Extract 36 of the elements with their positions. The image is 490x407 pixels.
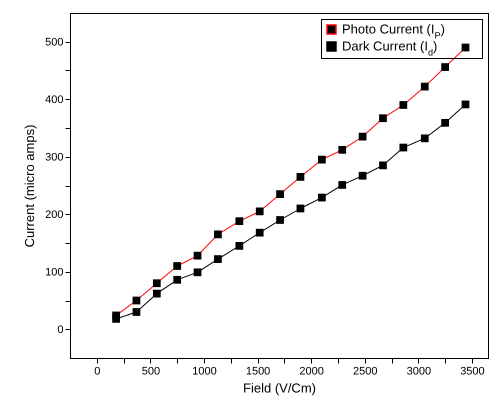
point <box>112 315 120 323</box>
x-axis-title: Field (V/Cm) <box>243 380 316 396</box>
point <box>296 204 304 212</box>
point <box>338 181 346 189</box>
point <box>214 255 222 263</box>
point <box>318 194 326 202</box>
point <box>194 268 202 276</box>
y-tick-label: 400 <box>45 94 64 106</box>
x-tick-label: 0 <box>94 366 100 378</box>
point <box>462 100 470 108</box>
x-tick-label: 1000 <box>192 366 217 378</box>
x-tick-label: 2500 <box>353 366 378 378</box>
x-tick-label: 2000 <box>299 366 324 378</box>
point <box>358 172 366 180</box>
y-axis-title: Current (micro amps) <box>22 124 38 248</box>
point <box>441 118 449 127</box>
x-tick-label: 1500 <box>246 366 270 378</box>
point <box>235 242 244 250</box>
legend-label: Photo Current (I$_{P}$) <box>342 22 445 40</box>
x-tick-label: 500 <box>142 366 160 378</box>
y-tick-label: 100 <box>45 266 64 278</box>
legend-label: Dark Current (I$_{d}$) <box>342 38 438 58</box>
point <box>152 290 161 298</box>
point <box>256 228 264 237</box>
x-tick-label: 3000 <box>406 366 432 378</box>
point <box>379 162 387 170</box>
y-tick-label: 300 <box>45 151 64 164</box>
point <box>420 134 429 142</box>
y-tick-label: 500 <box>45 36 64 48</box>
point <box>132 308 140 316</box>
y-tick-label: 0 <box>57 324 64 336</box>
y-tick-label: 200 <box>45 208 64 221</box>
point <box>276 216 284 224</box>
x-tick-label: 3500 <box>460 366 485 378</box>
point <box>173 276 182 284</box>
point <box>399 144 408 152</box>
